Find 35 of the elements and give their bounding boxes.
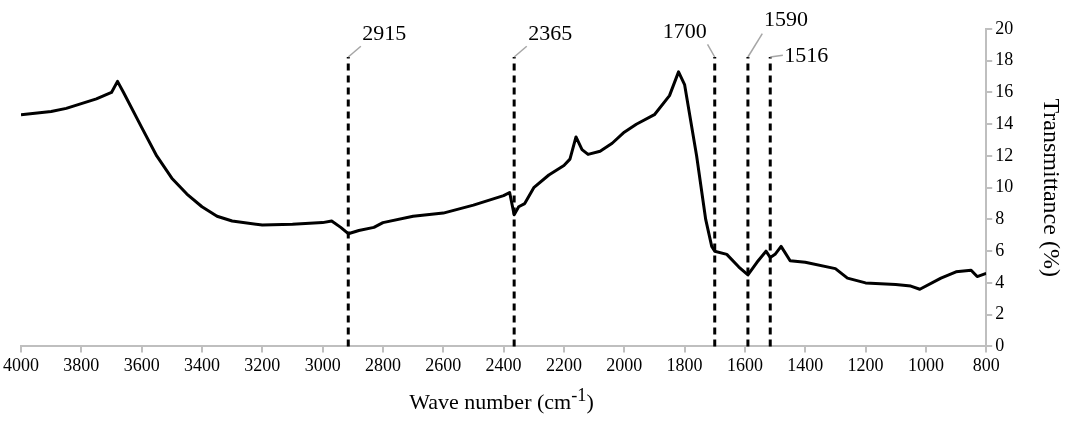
ref-line-label: 2365 [528,19,573,45]
y-tick-label: 8 [995,208,1005,229]
x-tick-label: 2000 [606,354,643,375]
ref-line-label: 1700 [662,17,707,43]
y-tick-label: 12 [995,144,1014,165]
y-tick-label: 20 [995,17,1014,38]
y-tick-label: 10 [995,176,1014,197]
y-tick-label: 14 [995,112,1014,133]
y-tick-label: 2 [995,303,1005,324]
x-tick-label: 3600 [123,354,160,375]
y-tick-label: 18 [995,49,1014,70]
x-tick-label: 1800 [666,354,703,375]
x-tick-label: 2600 [425,354,462,375]
x-tick-label: 800 [972,354,1000,375]
x-tick-label: 1000 [907,354,944,375]
x-axis-title: Wave number (cm$^{-1}$) [408,385,595,416]
x-tick-label: 3400 [183,354,220,375]
x-tick-label: 2800 [364,354,401,375]
ref-line-label: 2915 [362,19,407,45]
x-tick-label: 3000 [304,354,341,375]
x-tick-label: 2200 [545,354,582,375]
x-tick-label: 1200 [847,354,884,375]
x-tick-label: 1600 [726,354,763,375]
x-tick-label: 2400 [485,354,522,375]
x-tick-label: 3800 [63,354,100,375]
y-tick-label: 4 [995,271,1005,292]
y-tick-label: 0 [995,335,1005,356]
y-tick-label: 6 [995,239,1005,260]
x-tick-label: 3200 [244,354,281,375]
y-axis-title: Transmittance (%) [1039,98,1066,277]
ref-line-label: 1590 [763,5,808,31]
y-tick-label: 16 [995,81,1014,102]
x-tick-label: 1400 [787,354,824,375]
ref-line-label: 1516 [784,41,829,67]
x-tick-label: 4000 [3,354,39,375]
